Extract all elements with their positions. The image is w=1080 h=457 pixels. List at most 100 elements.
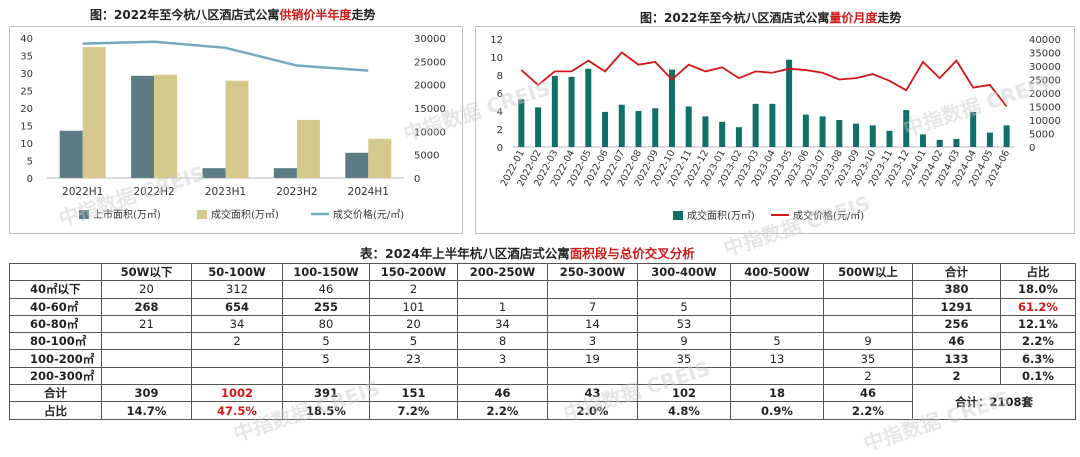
table-cell	[101, 349, 192, 368]
y-left-tick-label: 2	[497, 125, 503, 136]
price-line	[520, 51, 1008, 108]
table-cell	[547, 280, 638, 299]
row-total: 2	[912, 366, 1001, 386]
bar	[82, 47, 106, 178]
row-header: 合计	[9, 384, 102, 403]
table-header-row: 50W以下 50-100W 100-150W 150-200W 200-250W 250-…	[9, 262, 1076, 282]
table-cell: 4.8%	[637, 401, 731, 420]
row-total: 46	[912, 332, 1001, 351]
y-left-tick-label: 20	[20, 104, 33, 115]
bar	[518, 99, 525, 147]
table-cell: 20	[101, 280, 192, 299]
table-row: 40㎡以下 20 312 46 2 380 18.0%	[9, 280, 1076, 299]
table-cell: 2.2%	[457, 401, 548, 420]
column-header: 150-200W	[369, 262, 458, 282]
row-total: 133	[912, 349, 1001, 368]
table-cell	[191, 349, 283, 368]
table-cell: 3	[457, 349, 548, 368]
row-total: 380	[912, 280, 1001, 299]
table-cell	[637, 280, 731, 299]
y-left-tick-label: 10	[20, 139, 33, 150]
row-share: 2.2%	[1000, 332, 1076, 351]
left-chart: 0 5 10 15 20 25 30 35 40 0 5000 10000 15000 20000 2500…	[20, 34, 446, 221]
bar	[685, 106, 692, 147]
column-header: 100-150W	[282, 262, 370, 282]
bar	[836, 120, 843, 147]
table-cell: 53	[637, 314, 731, 334]
y-right-tick-label: 5000	[1029, 130, 1054, 141]
column-header: 400-500W	[730, 262, 824, 282]
y-left-tick-label: 8	[497, 71, 503, 82]
row-header: 60-80㎡	[9, 314, 102, 334]
y-left-tick-label: 0	[27, 174, 33, 185]
y-right-tick-label: 30000	[1029, 62, 1061, 73]
bar	[345, 152, 369, 178]
y-left-tick-label: 25	[20, 87, 33, 98]
y-left-tick-label: 0	[497, 143, 503, 154]
table-cell	[823, 297, 913, 316]
table-cell: 9	[637, 332, 731, 351]
table-cell: 19	[547, 349, 638, 368]
bar	[273, 168, 297, 178]
table-cell: 654	[191, 297, 283, 316]
bar	[936, 139, 943, 147]
y-right-tick-label: 25000	[414, 57, 446, 68]
table-cell: 2	[823, 366, 913, 386]
row-header: 200-300㎡	[9, 366, 102, 386]
left-chart-title: 图：2022年至今杭八区酒店式公寓供销价半年度走势	[90, 8, 376, 22]
y-left-tick-label: 12	[490, 35, 503, 46]
table-cell: 14	[547, 314, 638, 334]
y-left-tick-label: 5	[27, 157, 33, 168]
y-left-tick-label: 40	[20, 34, 33, 45]
table-cell: 7	[547, 297, 638, 316]
y-right-tick-label: 35000	[1029, 49, 1061, 60]
table-cell	[730, 366, 824, 386]
y-right-tick-label: 20000	[1029, 89, 1061, 100]
table-cell: 255	[282, 297, 370, 316]
row-share: 12.1%	[1000, 314, 1076, 334]
y-right-tick-label: 0	[1029, 143, 1035, 154]
bar	[131, 75, 155, 178]
y-left-tick-label: 6	[497, 89, 503, 100]
legend-swatch	[673, 211, 683, 220]
row-total: 1291	[912, 297, 1001, 316]
column-header: 合计	[912, 262, 1001, 282]
column-header: 占比	[1000, 262, 1076, 282]
table-row: 60-80㎡ 21 34 80 20 34 14 53 256 12.1%	[9, 314, 1076, 334]
row-share: 0.1%	[1000, 366, 1076, 386]
table-cell: 46	[282, 280, 370, 299]
table-cell: 309	[101, 384, 192, 403]
table-cell: 2.0%	[547, 401, 638, 420]
table-cell: 35	[637, 349, 731, 368]
table-cell: 101	[369, 297, 458, 316]
row-header: 80-100㎡	[9, 332, 102, 351]
table-row: 200-300㎡ 2 2 0.1%	[9, 366, 1076, 386]
y-right-tick-label: 25000	[1029, 76, 1061, 87]
y-left-tick-label: 10	[490, 53, 503, 64]
table-cell: 23	[369, 349, 458, 368]
right-chart-title: 图：2022年至今杭八区酒店式公寓量价月度走势	[640, 11, 902, 25]
table-cell: 80	[282, 314, 370, 334]
legend-label: 成交价格(元/㎡)	[793, 209, 864, 222]
bar	[535, 107, 542, 147]
table-cell	[547, 366, 638, 386]
bar	[1003, 125, 1010, 147]
bar	[296, 119, 320, 178]
bar	[635, 111, 642, 147]
bar	[551, 75, 558, 147]
table-cell: 268	[101, 297, 192, 316]
right-chart: 0 2 4 6 8 10 12 0 5000 10000 15000 20000 25000 30000 3…	[490, 35, 1061, 222]
table-cell: 391	[282, 384, 370, 403]
row-header: 40㎡以下	[9, 280, 102, 299]
share-row: 占比 14.7% 47.5% 18.5% 7.2% 2.2% 2.0% 4.8% 0.9% 2.2…	[9, 401, 1076, 420]
bar	[202, 168, 226, 178]
table-cell: 0.9%	[730, 401, 824, 420]
x-tick-label: 2024H1	[348, 186, 389, 198]
row-share: 61.2%	[1000, 297, 1076, 316]
bar	[986, 132, 993, 147]
table-cell: 46	[823, 384, 913, 403]
table-cell	[730, 314, 824, 334]
y-left-tick-label: 15	[20, 122, 33, 133]
table-cell: 5	[730, 332, 824, 351]
table-cell: 46	[457, 384, 548, 403]
